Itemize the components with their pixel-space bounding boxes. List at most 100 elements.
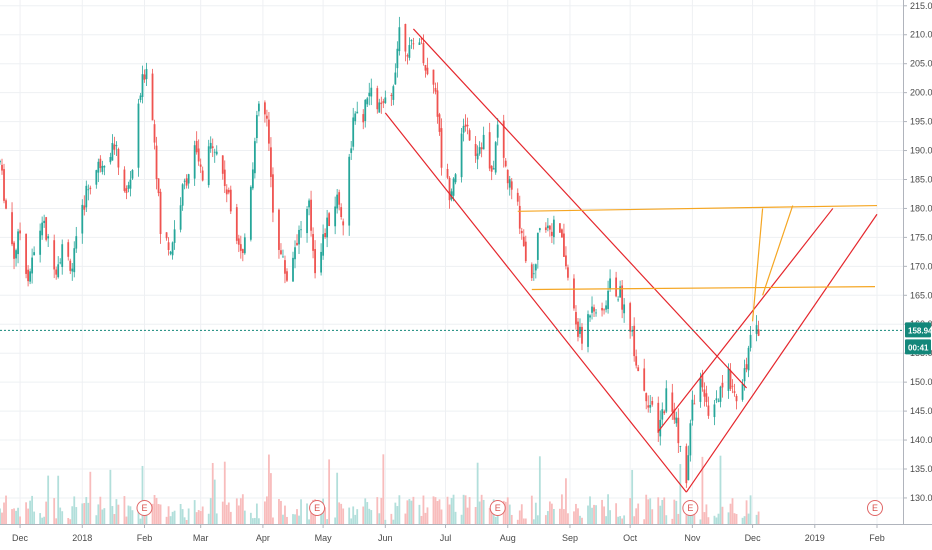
volume-bar: [113, 514, 116, 524]
volume-bar: [731, 498, 734, 524]
candle-body: [418, 42, 421, 45]
volume-bar: [101, 509, 104, 524]
candle-body: [522, 236, 525, 247]
candle-body: [286, 271, 288, 281]
y-tick-label: 130.00: [910, 493, 932, 503]
candle-body: [502, 120, 505, 158]
y-tick-label: 135.00: [910, 464, 932, 474]
candle-body: [270, 147, 272, 177]
volume-bar: [651, 509, 654, 524]
candle-body: [185, 178, 188, 186]
volume-bar: [356, 509, 359, 524]
volume-bar: [39, 513, 42, 524]
candle-body: [663, 411, 666, 414]
candle-body: [454, 174, 457, 183]
candle-body: [532, 273, 535, 275]
volume-bar: [635, 508, 638, 524]
candle-body: [727, 368, 730, 391]
volume-bar: [573, 511, 575, 524]
volume-bar: [468, 497, 471, 524]
volume-bar: [340, 503, 343, 524]
candle-body: [47, 236, 50, 239]
candle-body: [264, 102, 266, 115]
volume-bar: [488, 508, 491, 524]
candle-body: [629, 303, 632, 332]
volume-bar: [268, 454, 270, 524]
y-tick-label: 210.00: [910, 30, 932, 40]
volume-bar: [719, 455, 722, 524]
candle-body: [546, 225, 549, 229]
candle-body: [747, 347, 750, 371]
candle-body: [579, 326, 581, 334]
volume-bar: [424, 512, 427, 524]
candle-body: [743, 368, 746, 382]
candle-body: [651, 400, 654, 405]
candle-body: [552, 219, 555, 238]
volume-bar: [284, 505, 286, 524]
volume-bar: [225, 504, 228, 524]
volume-bar: [392, 519, 395, 524]
volume-bar: [362, 506, 365, 524]
volume-bar: [685, 514, 688, 524]
candle-body: [0, 160, 1, 163]
candle-body: [575, 312, 577, 325]
candle-body: [334, 206, 337, 227]
candle-body: [707, 405, 710, 416]
volume-bar: [43, 516, 46, 524]
volume-bar: [193, 500, 196, 524]
candle-body: [619, 286, 622, 298]
volume-bar: [408, 498, 411, 524]
volume-bar: [185, 519, 188, 524]
volume-bar: [659, 505, 662, 524]
candle-body: [73, 248, 76, 273]
volume-bar: [348, 507, 351, 524]
volume-bar: [87, 502, 90, 524]
earnings-marker-label: E: [314, 503, 320, 513]
candle-body: [398, 27, 401, 52]
candle-body: [384, 97, 387, 104]
volume-bar: [41, 517, 44, 524]
volume-bar: [249, 512, 252, 524]
candle-body: [137, 103, 140, 168]
volume-bar: [11, 509, 13, 524]
candle-body: [53, 240, 56, 270]
candle-body: [559, 223, 561, 233]
volume-bar: [757, 511, 760, 524]
candle-body: [741, 383, 744, 400]
volume-bar: [89, 471, 92, 524]
volume-bar: [733, 513, 736, 524]
volume-bar: [139, 518, 142, 524]
volume-bar: [59, 507, 62, 524]
volume-bar: [221, 501, 224, 524]
candle-body: [141, 74, 144, 97]
volume-bar: [577, 508, 579, 524]
candle-body: [69, 260, 72, 271]
volume-bar: [296, 509, 298, 524]
candle-body: [195, 140, 198, 153]
y-tick-label: 140.00: [910, 435, 932, 445]
volume-bar: [703, 512, 706, 524]
x-tick-label: Nov: [684, 533, 701, 543]
candle-body: [143, 74, 146, 80]
candle-body: [621, 285, 624, 310]
candle-body: [510, 181, 513, 190]
trendline-target-projection-1: [751, 208, 764, 322]
volume-bar: [398, 495, 401, 524]
x-axis-panel[interactable]: [0, 524, 932, 550]
x-tick-label: Feb: [869, 533, 885, 543]
volume-bar: [548, 501, 551, 524]
volume-bar: [237, 505, 240, 524]
volume-bar: [474, 507, 477, 524]
candle-body: [251, 169, 254, 189]
candle-body: [506, 169, 509, 184]
volume-bar: [494, 516, 497, 524]
candle-body: [123, 169, 126, 191]
y-axis-panel[interactable]: [903, 0, 932, 550]
volume-bar: [165, 516, 168, 524]
candle-body: [637, 367, 640, 372]
candle-body: [300, 229, 302, 231]
volume-bar: [308, 519, 310, 524]
volume-bar: [464, 495, 467, 524]
